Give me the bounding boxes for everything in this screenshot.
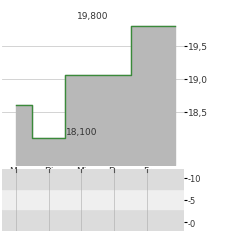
Bar <box>2 169 184 189</box>
Bar <box>2 209 184 231</box>
Bar <box>2 189 184 209</box>
Text: 18,100: 18,100 <box>66 128 97 137</box>
Text: 19,800: 19,800 <box>77 12 108 21</box>
